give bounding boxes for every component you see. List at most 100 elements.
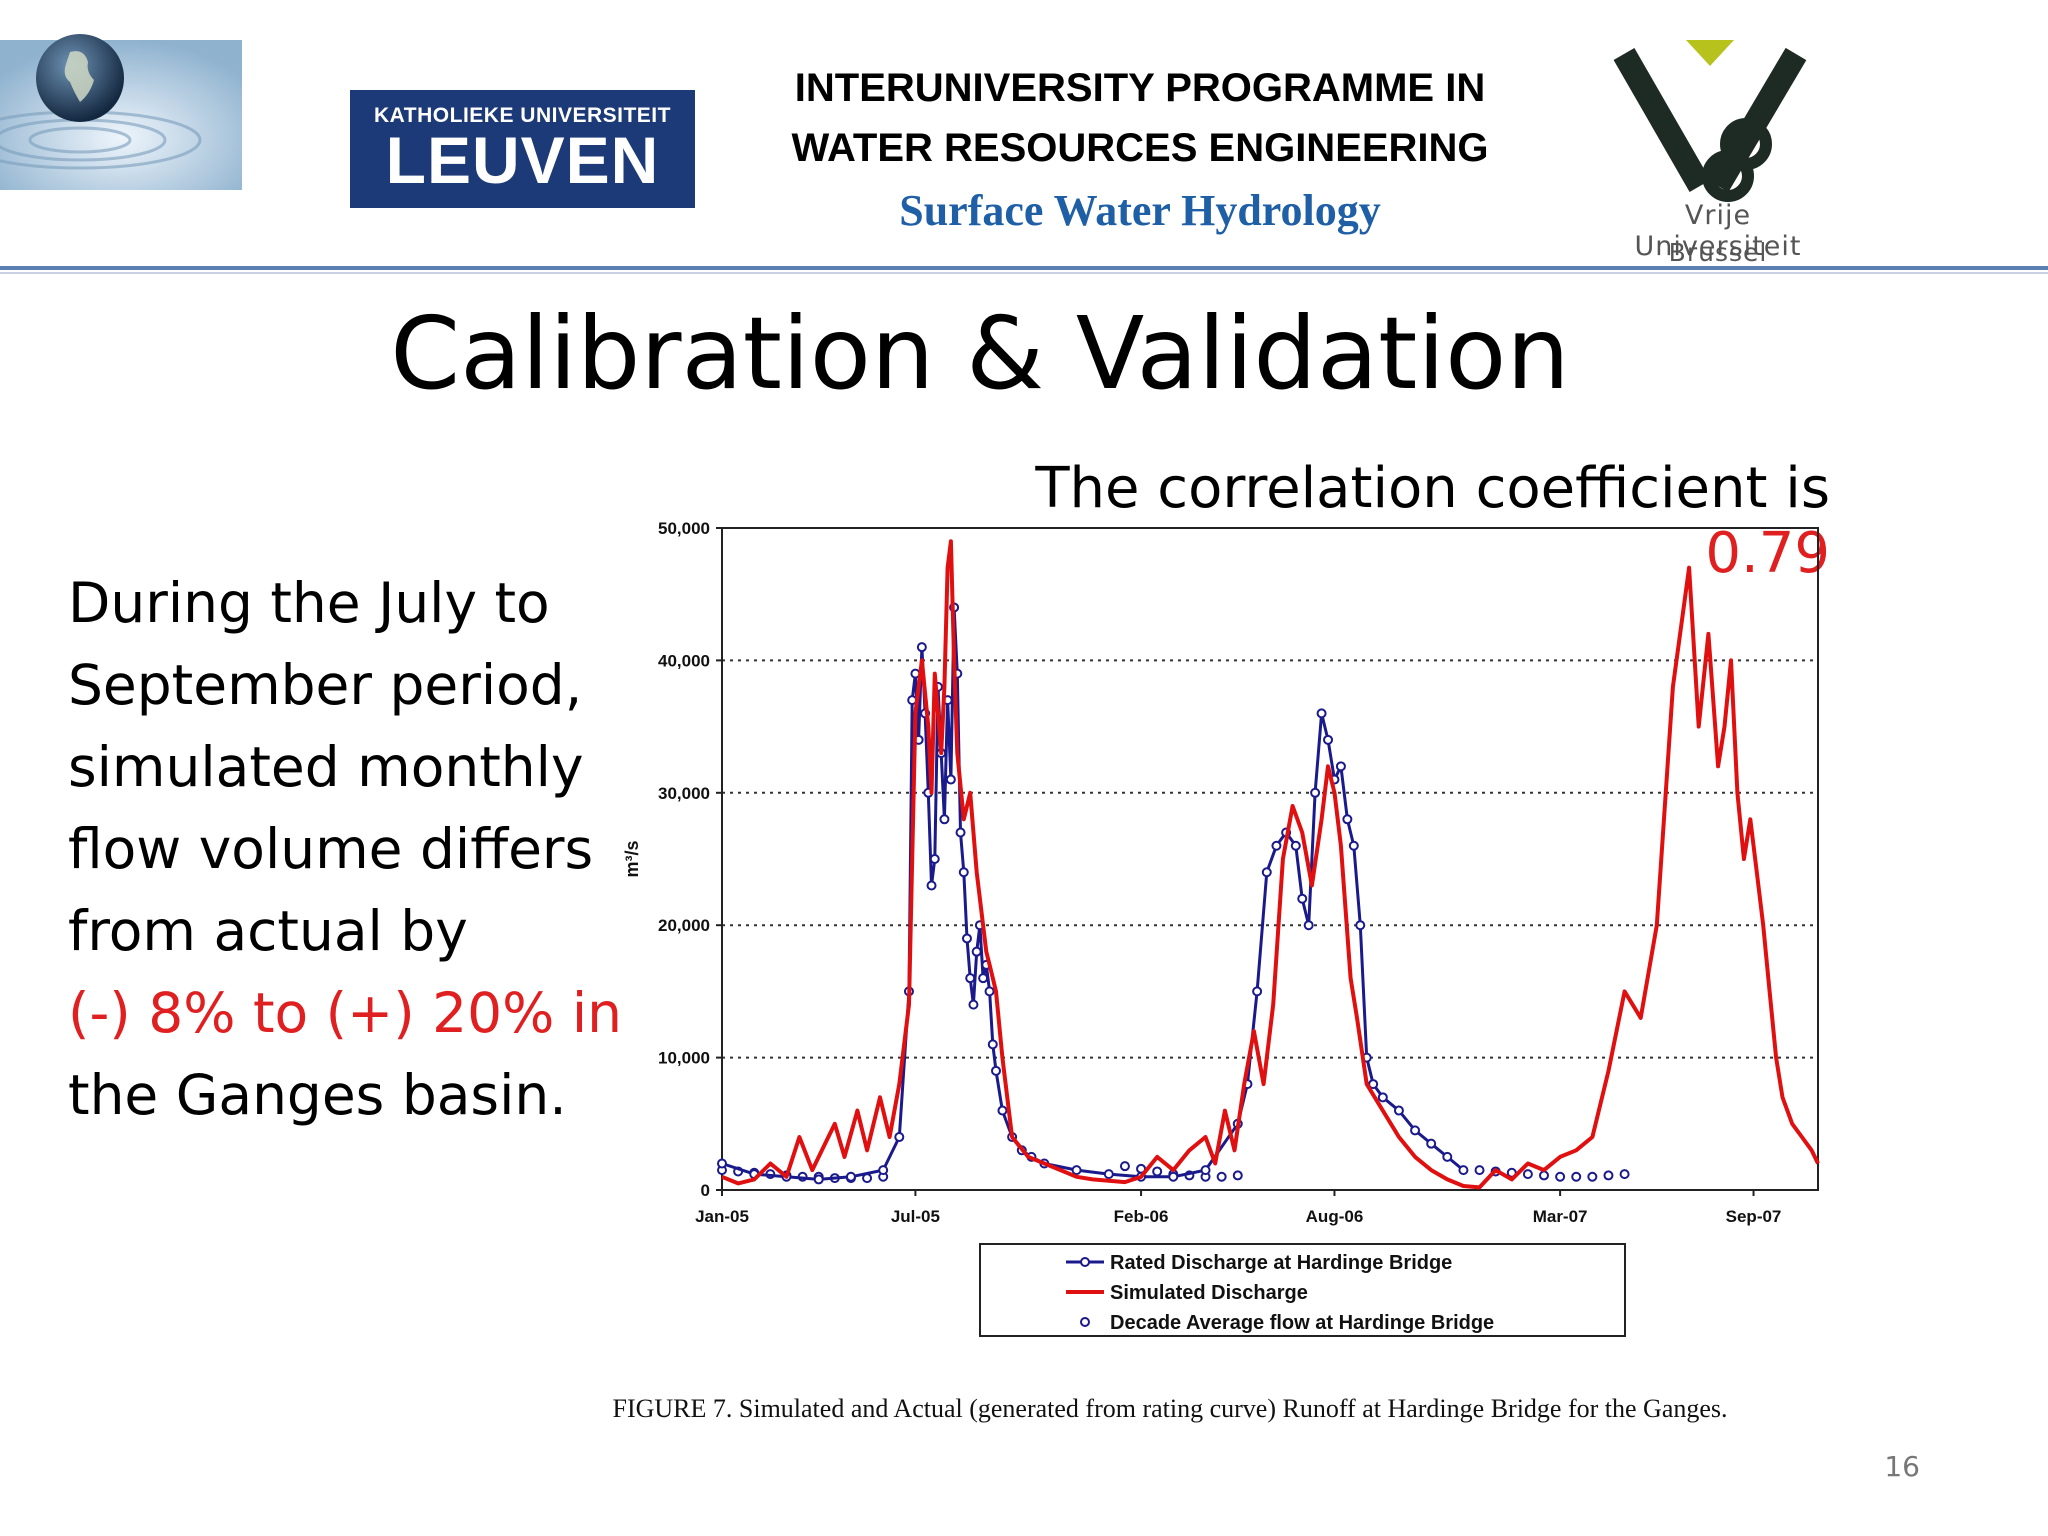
rated-discharge-point — [958, 867, 969, 878]
rated-discharge-point — [1071, 1165, 1082, 1176]
rated-discharge-point — [1426, 1138, 1437, 1149]
rated-discharge-point — [926, 880, 937, 891]
programme-title-line2: WATER RESOURCES ENGINEERING — [791, 126, 1489, 170]
rated-discharge-line — [721, 605, 1465, 1181]
rated-discharge-point — [965, 973, 976, 984]
header-divider-shadow — [0, 272, 2048, 274]
rated-discharge-point — [1377, 1092, 1388, 1103]
body-line: September period, — [68, 653, 583, 717]
rated-discharge-point — [916, 642, 927, 653]
body-line: simulated monthly — [68, 735, 584, 799]
rated-discharge-point — [1323, 734, 1334, 745]
rated-discharge-point — [1316, 708, 1327, 719]
rated-discharge-point — [1410, 1125, 1421, 1136]
decade-average-point — [1571, 1171, 1582, 1182]
rated-discharge-point — [1335, 761, 1346, 772]
globe-logo — [0, 34, 242, 190]
legend-swatch-marker — [1080, 1317, 1090, 1327]
rated-discharge-point — [1303, 920, 1314, 931]
x-tick-label: Aug-06 — [1306, 1207, 1364, 1226]
discharge-chart: 0 10,000 20,000 30,000 40,000 50,000 m³/s Jan-0… — [622, 519, 1820, 1337]
legend-entry: Decade Average flow at Hardinge Bridge — [1110, 1312, 1494, 1334]
header-divider — [0, 266, 2048, 270]
decade-average-point — [1539, 1170, 1549, 1181]
legend-entry: Rated Discharge at Hardinge Bridge — [1110, 1252, 1452, 1274]
y-axis-label: m³/s — [622, 840, 642, 877]
rated-discharge-point — [978, 973, 989, 984]
decade-average-point — [1152, 1166, 1163, 1177]
rated-discharge-point — [1168, 1171, 1179, 1182]
y-tick-label: 0 — [701, 1181, 710, 1200]
rated-discharge-point — [1342, 814, 1353, 825]
y-tick-label: 50,000 — [658, 519, 710, 538]
programme-title-line1: INTERUNIVERSITY PROGRAMME IN — [794, 66, 1486, 110]
body-text: During the July to September period, sim… — [68, 562, 628, 1136]
rated-discharge-point — [1368, 1079, 1379, 1090]
rated-discharge-point — [894, 1132, 905, 1143]
rated-discharge-point — [987, 1039, 998, 1050]
decade-average-point — [1216, 1171, 1227, 1182]
correlation-prefix: The correlation coefficient is — [1035, 456, 1830, 521]
legend-entry: Simulated Discharge — [1110, 1282, 1308, 1304]
x-tick-label: Jul-05 — [891, 1207, 940, 1226]
vub-logo-line1: Vrije Universiteit — [1634, 200, 1802, 262]
body-highlight: (-) 8% to (+) 20% in — [68, 981, 623, 1045]
y-tick-label: 20,000 — [658, 916, 710, 935]
y-tick-label: 40,000 — [658, 651, 710, 670]
rated-discharge-point — [1458, 1165, 1469, 1176]
rated-discharge-point — [1442, 1151, 1453, 1162]
y-tick-label: 10,000 — [658, 1049, 710, 1068]
rated-discharge-point — [984, 986, 995, 997]
rated-discharge-point — [1393, 1105, 1404, 1116]
kuleuven-logo-line1: KATHOLIEKE UNIVERSITEIT — [374, 104, 671, 127]
rated-discharge-point — [845, 1171, 856, 1182]
decade-average-point — [1603, 1170, 1614, 1181]
decade-average-point — [1119, 1161, 1130, 1172]
rated-discharge-point — [945, 774, 956, 785]
x-tick-label: Feb-06 — [1114, 1207, 1169, 1226]
rated-discharge-point — [1252, 986, 1263, 997]
rated-discharge-point — [1348, 840, 1359, 851]
rated-discharge-point — [1355, 920, 1366, 931]
correlation-statement: The correlation coefficient is 0.79 — [900, 456, 1830, 586]
decade-average-point — [1587, 1171, 1598, 1182]
rated-discharge-point — [878, 1165, 889, 1176]
x-tick-label: Mar-07 — [1533, 1207, 1588, 1226]
x-tick-label: Sep-07 — [1726, 1207, 1782, 1226]
rated-discharge-point — [939, 814, 950, 825]
course-title: Surface Water Hydrology — [899, 186, 1381, 235]
rated-discharge-point — [929, 854, 940, 864]
y-tick-label: 30,000 — [658, 784, 710, 803]
rated-discharge-point — [961, 933, 972, 944]
rated-discharge-point — [1103, 1169, 1114, 1180]
rated-discharge-point — [997, 1105, 1008, 1116]
body-line: During the July to — [68, 571, 550, 635]
vub-logo — [1613, 40, 1807, 202]
rated-discharge-point — [1297, 893, 1308, 904]
x-tick-label: Jan-05 — [695, 1207, 749, 1226]
rated-discharge-point — [1271, 840, 1282, 851]
decade-average-point — [1474, 1165, 1485, 1176]
correlation-value: 0.79 — [1705, 521, 1830, 586]
rated-discharge-point — [991, 1065, 1001, 1076]
decade-average-point — [1619, 1169, 1630, 1180]
rated-discharge-point — [1290, 840, 1301, 851]
decade-average-point — [1555, 1171, 1566, 1182]
simulated-discharge-line — [721, 539, 1820, 1190]
decade-average-point — [1522, 1169, 1533, 1180]
legend-swatch-marker — [1080, 1257, 1090, 1267]
rated-discharge-point — [1310, 787, 1321, 798]
plot-frame — [721, 527, 1819, 1191]
kuleuven-logo-line2: LEUVEN — [385, 123, 660, 197]
body-line: the Ganges basin. — [68, 1063, 567, 1127]
rated-discharge-point — [955, 827, 966, 838]
kuleuven-logo: KATHOLIEKE UNIVERSITEIT LEUVEN — [350, 90, 695, 208]
rated-discharge-point — [813, 1174, 824, 1185]
slide-title: Calibration & Validation — [390, 295, 1570, 412]
body-line: from actual by — [68, 899, 468, 963]
rated-discharge-point — [1261, 867, 1272, 878]
body-line: flow volume differs — [68, 817, 594, 881]
figure-caption: FIGURE 7. Simulated and Actual (generate… — [612, 1394, 1728, 1423]
rated-discharge-point — [968, 999, 979, 1010]
decade-average-point — [1232, 1170, 1243, 1181]
